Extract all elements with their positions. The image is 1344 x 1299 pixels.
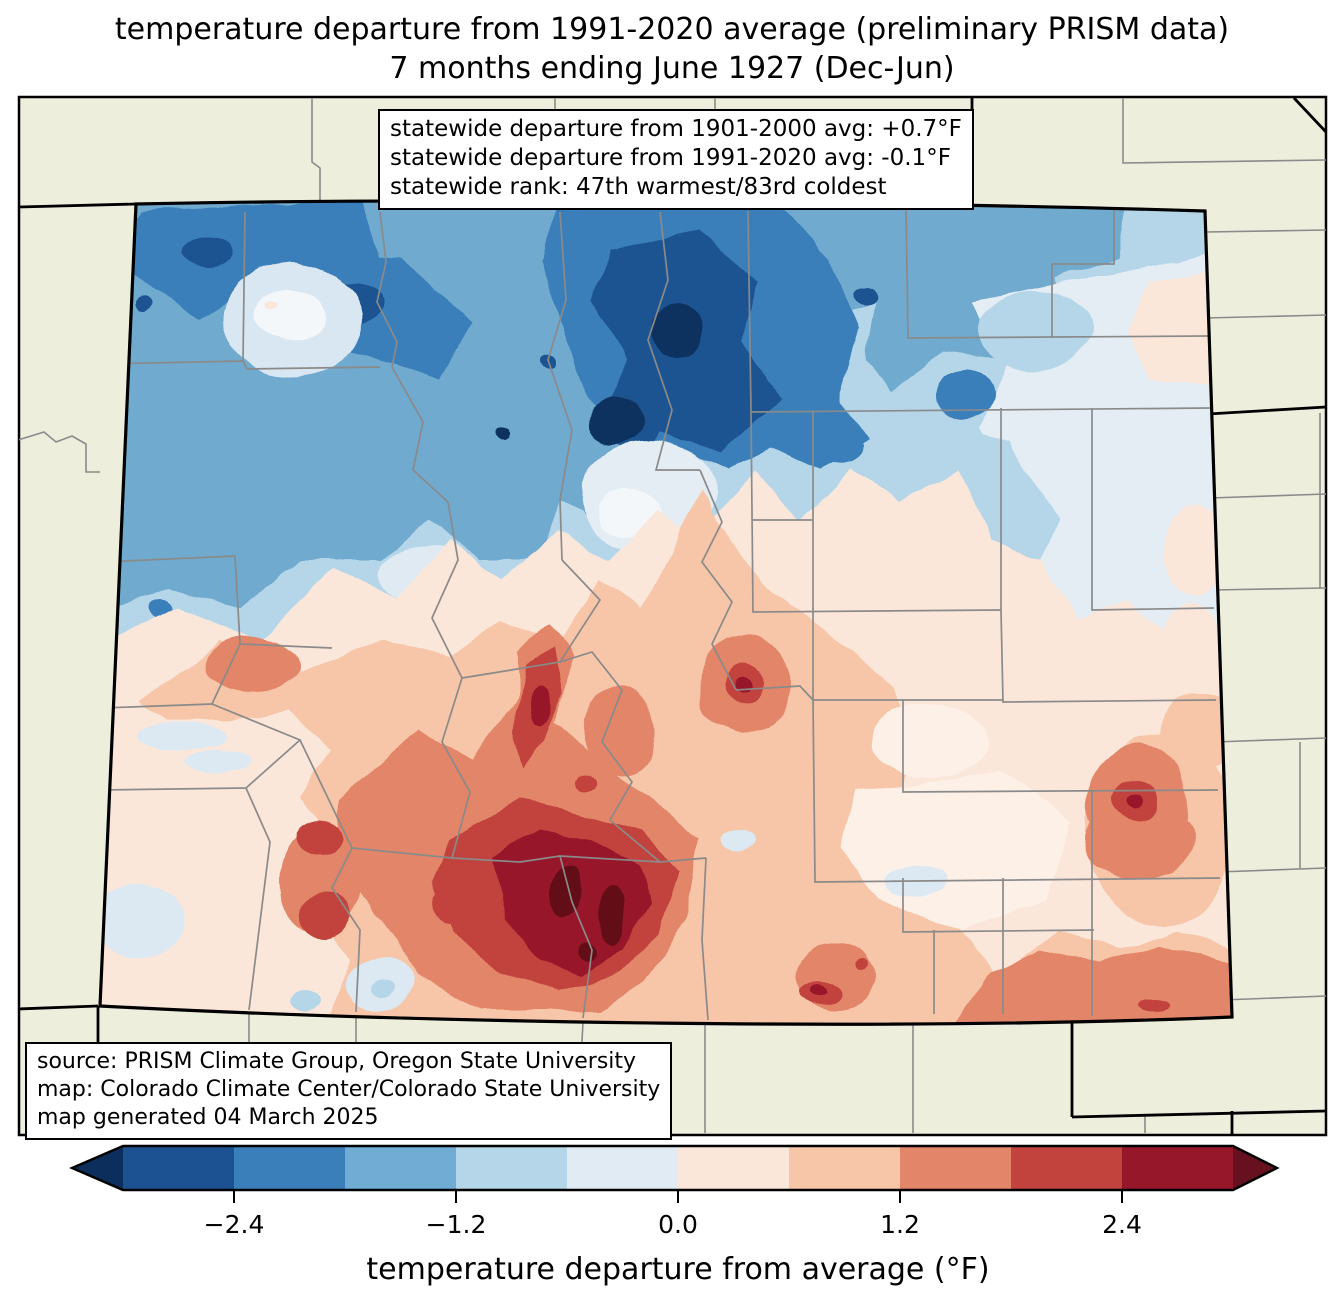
colorado-county-lines <box>101 208 1221 1021</box>
colorbar-ticks <box>233 1190 1123 1203</box>
generated-date-line: map generated 04 March 2025 <box>37 1105 379 1130</box>
colorbar-outline <box>68 1144 1280 1192</box>
map-credit-line: map: Colorado Climate Center/Colorado St… <box>37 1077 661 1102</box>
colorbar-segment <box>456 1146 567 1190</box>
statewide-stats-box: statewide departure from 1901-2000 avg: … <box>378 109 974 210</box>
colorbar-segment <box>123 1146 234 1190</box>
page-title: temperature departure from 1991-2020 ave… <box>0 10 1344 88</box>
colorbar-segment <box>234 1146 345 1190</box>
stats-line-1901-2000: statewide departure from 1901-2000 avg: … <box>390 116 962 142</box>
colorbar-over-arrow <box>1233 1146 1277 1190</box>
stats-line-rank: statewide rank: 47th warmest/83rd coldes… <box>390 174 887 200</box>
colorbar-tick-label: −1.2 <box>426 1210 487 1239</box>
colorbar-segment <box>1011 1146 1122 1190</box>
colorbar-tick-label: −2.4 <box>204 1210 265 1239</box>
colorbar-segment <box>789 1146 900 1190</box>
colorbar-segment <box>1122 1146 1233 1190</box>
colorbar-tick-label: 0.0 <box>658 1210 698 1239</box>
colorbar-tick-labels: −2.4 −1.2 0.0 1.2 2.4 <box>204 1210 1142 1239</box>
colorbar-axis-label: temperature departure from average (°F) <box>366 1252 989 1287</box>
page-title-line1: temperature departure from 1991-2020 ave… <box>114 12 1230 47</box>
colorbar-segment <box>345 1146 456 1190</box>
temperature-contour-field <box>100 200 1232 1025</box>
stats-line-1991-2020: statewide departure from 1991-2020 avg: … <box>390 145 951 171</box>
colorbar-segment <box>567 1146 678 1190</box>
colorbar-segment <box>678 1146 789 1190</box>
colorbar-under-arrow <box>72 1146 123 1190</box>
source-line: source: PRISM Climate Group, Oregon Stat… <box>37 1049 637 1074</box>
colorbar-tick-label: 2.4 <box>1102 1210 1142 1239</box>
colorbar: −2.4 −1.2 0.0 1.2 2.4 temperature depart… <box>68 1144 1280 1287</box>
colorbar-tick-label: 1.2 <box>880 1210 920 1239</box>
page-title-line2: 7 months ending June 1927 (Dec-Jun) <box>389 51 955 86</box>
colorbar-segment <box>900 1146 1011 1190</box>
source-attribution-box: source: PRISM Climate Group, Oregon Stat… <box>25 1042 673 1140</box>
